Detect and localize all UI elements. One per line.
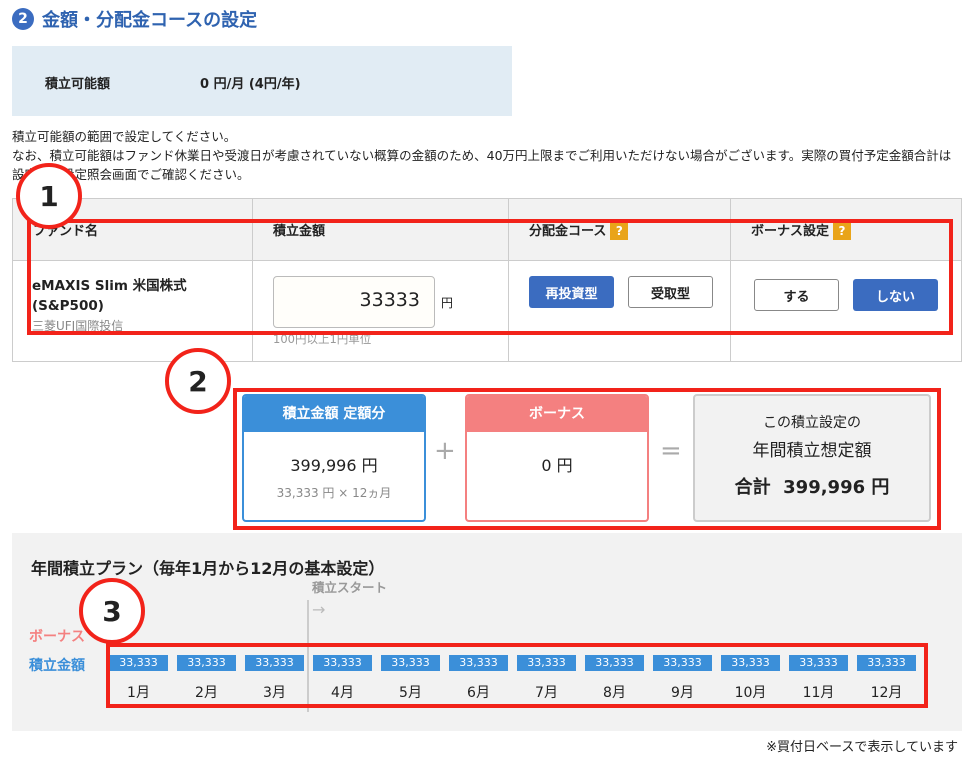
- month-amount: 33,333: [177, 655, 236, 671]
- start-label: 積立スタート: [312, 580, 388, 595]
- receive-button[interactable]: 受取型: [628, 276, 713, 308]
- note: なお、積立可能額はファンド休業日や受渡日が考慮されていない概算の金額のため、40…: [12, 148, 952, 182]
- help-icon[interactable]: ?: [833, 221, 852, 240]
- fund-company: 三菱UFJ国際投信: [32, 319, 124, 333]
- bonus-value: 0 円: [541, 456, 573, 475]
- amount-row-label: 積立金額: [29, 658, 85, 674]
- month-label: 4月: [331, 685, 354, 701]
- fixed-amount-card: 積立金額 定額分 399,996 円 33,333 円 × 12ヵ月: [242, 394, 426, 522]
- section-title-text: 金額・分配金コースの設定: [42, 10, 258, 31]
- plan-title: 年間積立プラン（毎年1月から12月の基本設定）: [31, 559, 385, 578]
- annotation-3: 3: [79, 578, 145, 644]
- month-amount: 33,333: [585, 655, 644, 671]
- note: 積立可能額の範囲で設定してください。: [12, 129, 237, 144]
- annual-plan: [12, 533, 962, 731]
- total-value: 399,996 円: [783, 477, 890, 498]
- total-line2: 年間積立想定額: [752, 441, 872, 461]
- month-label: 3月: [263, 685, 286, 701]
- start-divider: [307, 600, 309, 712]
- bonus-yes-button[interactable]: する: [754, 279, 839, 311]
- amount-hint: 100円以上1円単位: [273, 332, 372, 346]
- fixed-label: 積立金額 定額分: [244, 396, 424, 432]
- month-amount: 33,333: [245, 655, 304, 671]
- yen-unit: 円: [441, 296, 454, 310]
- reinvest-button[interactable]: 再投資型: [529, 276, 614, 308]
- section-title: 2 金額・分配金コースの設定: [12, 6, 257, 32]
- step-number: 2: [12, 8, 34, 30]
- available-amount-panel: 積立可能額 0 円/月 (4円/年): [12, 46, 512, 116]
- available-value: 0 円/月 (4円/年): [200, 77, 301, 92]
- month-amount: 33,333: [313, 655, 372, 671]
- month-label: 6月: [467, 685, 490, 701]
- fund-name: eMAXIS Slim 米国株式(S&P500): [32, 278, 187, 314]
- month-amount: 33,333: [653, 655, 712, 671]
- annotation-1: 1: [16, 163, 82, 229]
- bonus-card: ボーナス 0 円: [465, 394, 649, 522]
- month-label: 8月: [603, 685, 626, 701]
- plus-sign: +: [434, 436, 456, 466]
- amount-input[interactable]: 33333: [273, 276, 435, 328]
- footnote: ※買付日ベースで表示しています: [766, 740, 958, 755]
- month-label: 11月: [802, 685, 835, 701]
- annotation-box-1: [27, 219, 953, 335]
- bonus-no-button[interactable]: しない: [853, 279, 938, 311]
- annotation-box-3: [106, 643, 928, 708]
- arrow-icon: →: [312, 600, 326, 619]
- month-amount: 33,333: [449, 655, 508, 671]
- equals-sign: =: [660, 436, 682, 466]
- notes: 積立可能額の範囲で設定してください。なお、積立可能額はファンド休業日や受渡日が考…: [12, 127, 962, 184]
- total-line1: この積立設定の: [763, 415, 861, 431]
- month-label: 1月: [127, 685, 150, 701]
- total-label: 合計: [734, 477, 771, 498]
- annotation-box-2: [233, 388, 941, 530]
- month-label: 9月: [671, 685, 694, 701]
- month-amount: 33,333: [789, 655, 848, 671]
- month-amount: 33,333: [721, 655, 780, 671]
- header-bonus: ボーナス設定?: [730, 198, 962, 261]
- fixed-detail: 33,333 円 × 12ヵ月: [276, 486, 392, 500]
- bonus-row-label: ボーナス: [29, 629, 85, 645]
- fixed-value: 399,996 円: [290, 456, 378, 475]
- month-amount: 33,333: [517, 655, 576, 671]
- month-label: 12月: [870, 685, 903, 701]
- month-label: 5月: [399, 685, 422, 701]
- month-label: 10月: [734, 685, 767, 701]
- annotation-2: 2: [165, 348, 231, 414]
- month-label: 7月: [535, 685, 558, 701]
- bonus-label: ボーナス: [467, 396, 647, 432]
- help-icon[interactable]: ?: [610, 221, 629, 240]
- month-amount: 33,333: [381, 655, 440, 671]
- month-label: 2月: [195, 685, 218, 701]
- month-amount: 33,333: [109, 655, 168, 671]
- month-amount: 33,333: [857, 655, 916, 671]
- total-card: この積立設定の 年間積立想定額 合計 399,996 円: [693, 394, 931, 522]
- available-label: 積立可能額: [45, 77, 111, 92]
